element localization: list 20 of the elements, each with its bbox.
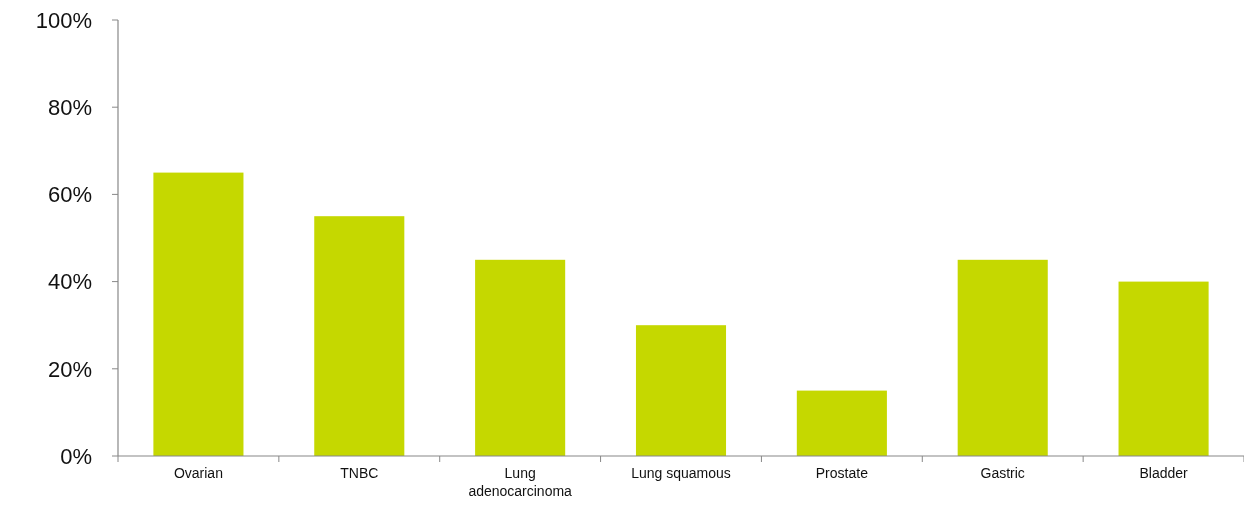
y-tick-label: 80% [47, 94, 92, 120]
bar [635, 325, 727, 456]
y-tick-label: 20% [47, 356, 92, 382]
bar [1118, 281, 1209, 456]
x-tick-label: Bladder [1139, 465, 1189, 481]
x-tick-label: TNBC [340, 465, 379, 481]
y-tick-label: 40% [47, 269, 92, 295]
bar [153, 172, 244, 456]
bar [314, 216, 405, 456]
bar [957, 259, 1048, 456]
bar [475, 259, 566, 456]
x-tick-label: Lung adenocarcinoma [468, 465, 573, 499]
bar [796, 390, 887, 456]
y-tick-label: 60% [47, 182, 92, 208]
y-tick-label: 100% [35, 7, 92, 33]
x-tick-label: Prostate [815, 465, 869, 481]
x-tick-label: Gastric [980, 465, 1025, 481]
x-tick-label: Lung squamous [631, 465, 731, 481]
x-tick-label: Ovarian [173, 465, 223, 481]
y-tick-label: 0% [60, 443, 92, 469]
